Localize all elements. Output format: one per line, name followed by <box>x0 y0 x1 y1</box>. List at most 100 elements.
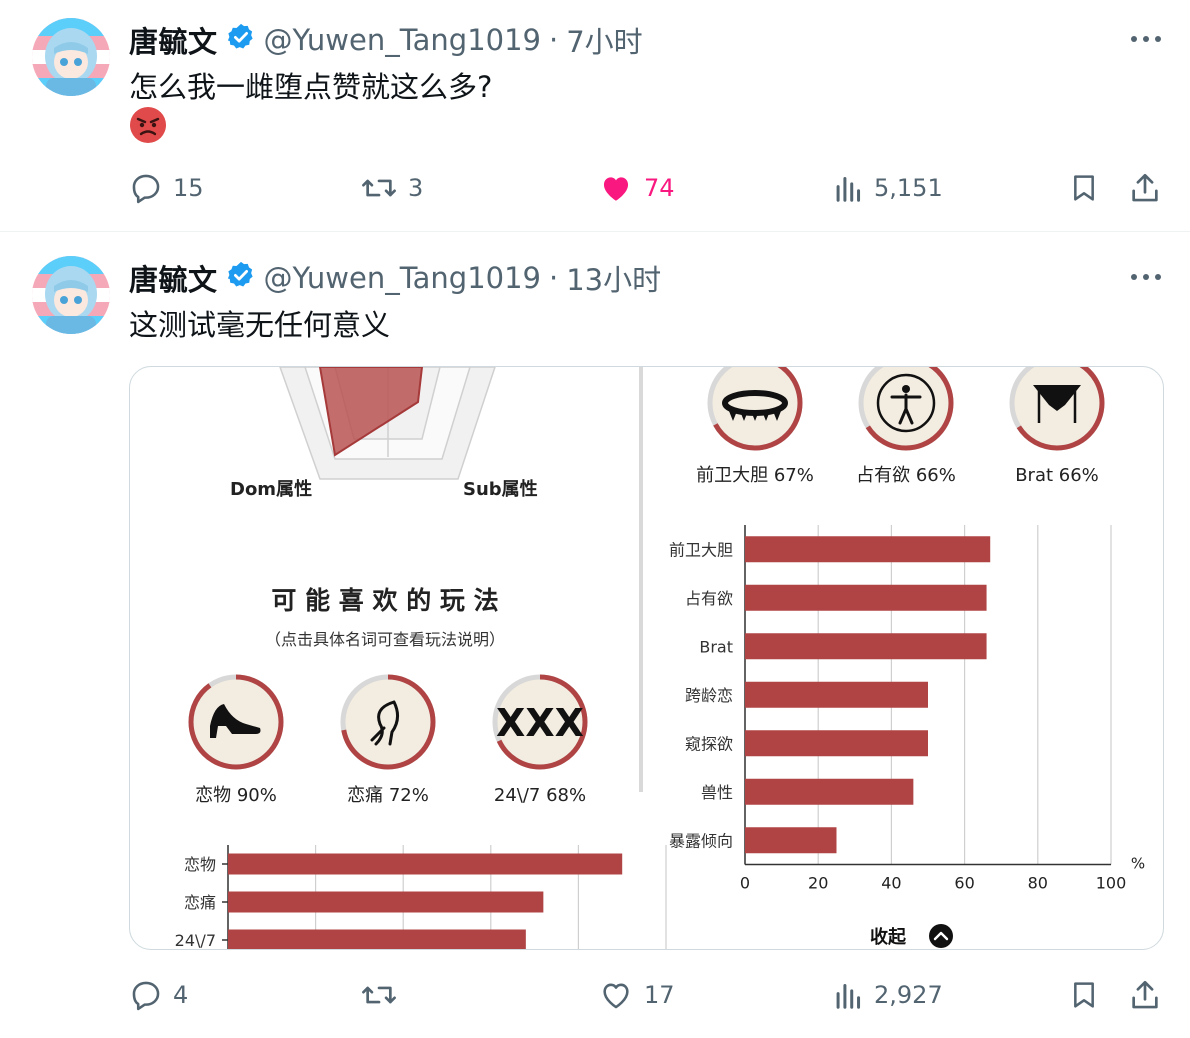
share-icon <box>1132 980 1158 1009</box>
whip-icon <box>370 700 399 746</box>
bar <box>228 853 623 875</box>
bookmark-button[interactable] <box>1068 975 1100 1015</box>
bar <box>745 827 837 854</box>
progress-ring <box>1009 367 1105 451</box>
more-options-icon[interactable] <box>1128 267 1164 287</box>
x-tick-label: 20 <box>808 874 828 893</box>
collapse-button[interactable]: 收起 <box>870 924 953 948</box>
like-button[interactable]: 17 <box>598 975 675 1015</box>
timestamp[interactable]: 13小时 <box>566 263 662 297</box>
category-label: 跨龄恋 <box>685 686 733 705</box>
panel-divider <box>639 367 643 792</box>
x-tick-label: 80 <box>1028 874 1048 893</box>
like-count: 17 <box>644 981 675 1009</box>
verified-badge-icon <box>226 22 256 59</box>
separator-dot: · <box>549 23 559 57</box>
x-tick-label: 0 <box>740 874 750 893</box>
category-label: 暴露倾向 <box>669 831 733 850</box>
collapse-label: 收起 <box>870 926 907 948</box>
tweet-divider <box>0 231 1190 232</box>
handle[interactable]: @Yuwen_Tang1019 <box>263 23 541 57</box>
section-subtitle: （点击具体名词可查看玩法说明） <box>265 630 505 649</box>
avatar[interactable] <box>32 18 110 96</box>
views-button[interactable]: 2,927 <box>834 975 943 1015</box>
progress-ring <box>340 674 436 770</box>
badge-label: 前卫大胆 67% <box>696 465 814 486</box>
category-label: 窥探欲 <box>685 734 733 753</box>
handle[interactable]: @Yuwen_Tang1019 <box>263 261 541 295</box>
category-label: 24\/7 <box>175 931 216 949</box>
timestamp[interactable]: 7小时 <box>566 25 643 59</box>
xxx-icon: XXX <box>496 701 584 745</box>
reply-count: 4 <box>173 981 189 1009</box>
bar <box>745 778 914 805</box>
views-button[interactable]: 5,151 <box>834 168 943 208</box>
more-options-icon[interactable] <box>1128 29 1164 49</box>
x-unit-label: % <box>1131 855 1145 873</box>
xxx-glyph: XXX <box>496 701 584 745</box>
high-heel-icon <box>210 704 261 738</box>
right-badge-2[interactable]: Brat 66% <box>1009 367 1105 486</box>
verified-badge-icon <box>226 260 256 297</box>
retweet-button[interactable]: 3 <box>360 168 423 208</box>
badge-label: 恋痛 72% <box>347 784 429 806</box>
progress-ring <box>858 367 954 451</box>
bar <box>745 536 991 563</box>
right-badge-0[interactable]: 前卫大胆 67% <box>696 367 814 486</box>
x-tick-label: 100 <box>1096 874 1127 893</box>
reply-icon <box>132 981 160 1011</box>
retweet-icon <box>362 179 396 197</box>
radar-chart: Dom属性 Sub属性 <box>230 367 538 500</box>
left-badge-2[interactable]: XXX 24\/7 68% <box>492 674 588 806</box>
views-chart-icon <box>836 983 861 1009</box>
person-circle-icon <box>876 373 936 433</box>
bar <box>745 633 987 660</box>
tweet-text: 这测试毫无任何意义 <box>129 308 391 342</box>
radar-label-dom: Dom属性 <box>230 478 312 500</box>
like-button[interactable]: 74 <box>598 168 675 208</box>
bookmark-icon <box>1074 175 1094 201</box>
garter-icon <box>1033 385 1081 423</box>
category-label: 兽性 <box>701 783 733 802</box>
progress-ring <box>707 367 803 451</box>
reply-icon <box>132 174 160 204</box>
badge-label: Brat 66% <box>1015 465 1099 486</box>
display-name[interactable]: 唐毓文 <box>129 263 218 297</box>
display-name[interactable]: 唐毓文 <box>129 25 218 59</box>
bar <box>745 730 928 757</box>
left-badge-0[interactable]: 恋物 90% <box>188 674 284 806</box>
bar <box>745 584 987 611</box>
right-badge-1[interactable]: 占有欲 66% <box>856 367 956 486</box>
bar <box>745 681 928 708</box>
bookmark-button[interactable] <box>1068 168 1100 208</box>
section-title: 可 能 喜 欢 的 玩 法 <box>271 586 498 615</box>
category-label: Brat <box>699 637 733 656</box>
share-button[interactable] <box>1128 168 1162 208</box>
avatar[interactable] <box>32 256 110 334</box>
retweet-button[interactable] <box>360 975 398 1015</box>
reply-button[interactable]: 4 <box>129 975 188 1015</box>
left-badge-1[interactable]: 恋痛 72% <box>340 674 436 806</box>
badge-label: 24\/7 68% <box>494 785 586 806</box>
views-count: 2,927 <box>874 981 943 1009</box>
reply-count: 15 <box>173 174 204 202</box>
views-count: 5,151 <box>874 174 943 202</box>
bar <box>228 929 526 949</box>
category-label: 占有欲 <box>685 589 733 608</box>
heart-filled-icon <box>603 177 629 201</box>
tweet-text: 怎么我一雌堕点赞就这么多? <box>129 70 493 104</box>
reply-button[interactable]: 15 <box>129 168 204 208</box>
category-label: 恋痛 <box>184 893 216 912</box>
share-button[interactable] <box>1128 975 1162 1015</box>
category-label: 前卫大胆 <box>669 540 733 559</box>
retweet-icon <box>362 986 396 1004</box>
like-count: 74 <box>644 174 675 202</box>
media-image[interactable]: Dom属性 Sub属性 可 能 喜 欢 的 玩 法 （点击具体名词可查看玩法说明… <box>129 366 1164 950</box>
separator-dot: · <box>549 261 559 295</box>
x-tick-label: 40 <box>881 874 901 893</box>
spiked-collar-icon <box>722 390 788 421</box>
x-tick-label: 60 <box>954 874 974 893</box>
progress-ring <box>188 674 284 770</box>
